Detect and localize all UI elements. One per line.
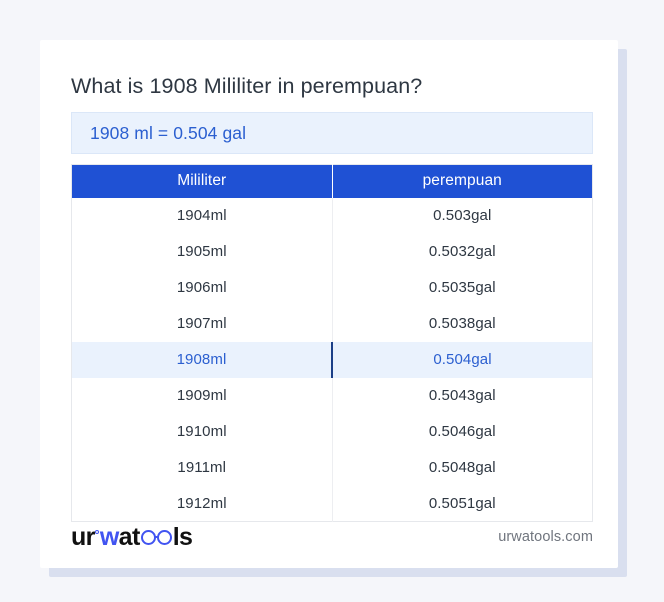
- card-content: What is 1908 Mililiter in perempuan? 190…: [71, 40, 593, 568]
- card-footer: ur w at ls urwatools.com: [71, 524, 593, 550]
- cell-from-value: 1905ml: [71, 233, 333, 270]
- cell-from-value: 1904ml: [71, 197, 333, 234]
- logo-glasses-icon: [140, 529, 172, 546]
- cell-from-value: 1909ml: [71, 377, 333, 414]
- conversion-card: What is 1908 Mililiter in perempuan? 190…: [40, 40, 618, 568]
- cell-to-value: 0.5038gal: [332, 305, 593, 342]
- cell-to-value: 0.5032gal: [332, 233, 593, 270]
- logo-text-part1: ur: [71, 522, 95, 551]
- table-row[interactable]: 1905ml 0.5032gal: [71, 233, 593, 270]
- conversion-result-text: 1908 ml = 0.504 gal: [90, 122, 247, 143]
- cell-to-value: 0.5035gal: [332, 269, 593, 306]
- table-row[interactable]: 1912ml 0.5051gal: [71, 485, 593, 522]
- table-row[interactable]: 1907ml 0.5038gal: [71, 305, 593, 342]
- table-head: Mililiter perempuan: [71, 164, 593, 198]
- brand-logo[interactable]: ur w at ls: [71, 522, 193, 551]
- table-row[interactable]: 1909ml 0.5043gal: [71, 377, 593, 414]
- cell-to-value: 0.503gal: [332, 197, 593, 234]
- cell-to-value: 0.5046gal: [332, 413, 593, 450]
- table-row[interactable]: 1908ml 0.504gal: [71, 341, 593, 378]
- column-header-perempuan[interactable]: perempuan: [332, 164, 593, 198]
- cell-to-value: 0.5043gal: [332, 377, 593, 414]
- cell-to-value: 0.5048gal: [332, 449, 593, 486]
- logo-text-part2: w: [99, 522, 119, 551]
- logo-text-part3: at: [118, 522, 141, 551]
- cell-to-value: 0.504gal: [332, 341, 593, 378]
- cell-from-value: 1910ml: [71, 413, 333, 450]
- cell-from-value: 1912ml: [71, 485, 333, 522]
- cell-from-value: 1906ml: [71, 269, 333, 306]
- page-title: What is 1908 Mililiter in perempuan?: [71, 74, 423, 98]
- cell-to-value: 0.5051gal: [332, 485, 593, 522]
- conversion-result-box: 1908 ml = 0.504 gal: [71, 112, 593, 154]
- conversion-table: Mililiter perempuan 1904ml 0.503gal 1905ml…: [71, 164, 593, 522]
- logo-dot-icon: [94, 529, 99, 534]
- site-url-label: urwatools.com: [498, 529, 593, 545]
- table-header-row: Mililiter perempuan: [71, 164, 593, 198]
- cell-from-value: 1911ml: [71, 449, 333, 486]
- table-row[interactable]: 1910ml 0.5046gal: [71, 413, 593, 450]
- cell-from-value: 1908ml: [71, 341, 333, 378]
- table-row[interactable]: 1904ml 0.503gal: [71, 197, 593, 234]
- logo-text-part4: ls: [172, 522, 193, 551]
- cell-from-value: 1907ml: [71, 305, 333, 342]
- column-header-mililiter[interactable]: Mililiter: [71, 164, 333, 198]
- table-row[interactable]: 1911ml 0.5048gal: [71, 449, 593, 486]
- table-row[interactable]: 1906ml 0.5035gal: [71, 269, 593, 306]
- table-body: 1904ml 0.503gal 1905ml 0.5032gal 1906ml 0.503…: [71, 197, 593, 522]
